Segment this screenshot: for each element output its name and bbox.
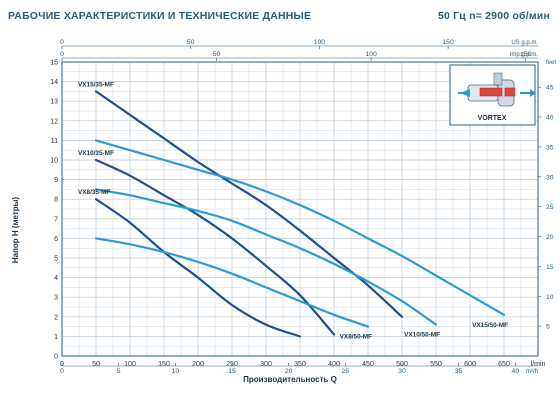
imp-gpm-tick-label: 50	[213, 51, 221, 58]
curve-label-vx10-50-mf: VX10/50-MF	[404, 332, 440, 339]
x-tick-label: 100	[124, 361, 136, 368]
us-gpm-unit: US g.p.m.	[511, 40, 538, 46]
m3h-tick-label: 30	[398, 368, 406, 375]
y-tick-label: 4	[54, 275, 58, 282]
page-title: РАБОЧИЕ ХАРАКТЕРИСТИКИ И ТЕХНИЧЕСКИЕ ДАН…	[8, 10, 312, 22]
y-tick-label: 8	[54, 197, 58, 204]
y-tick-label: 0	[54, 354, 58, 361]
m3h-tick-label: 35	[455, 368, 463, 375]
y-axis-label: Напор H (метры)	[11, 197, 20, 264]
y-tick-label: 9	[54, 177, 58, 184]
feet-tick-label: 10	[546, 294, 554, 301]
m3h-tick-label: 5	[117, 368, 121, 375]
us-gpm-tick-label: 100	[314, 39, 326, 46]
chart-axes: 050100150200250300350400450500550600650l…	[50, 39, 556, 375]
m3h-tick-label: 0	[60, 368, 64, 375]
us-gpm-tick-label: 50	[187, 39, 195, 46]
y-tick-label: 3	[54, 295, 58, 302]
m3h-tick-label: 15	[228, 368, 236, 375]
feet-tick-label: 30	[546, 174, 554, 181]
x-tick-label: 300	[260, 361, 272, 368]
curve-label-vx8-35-mf: VX8/35-MF	[78, 189, 110, 196]
x-axis-label: Производительность Q	[243, 375, 337, 384]
imp-gpm-tick-label: 150	[520, 51, 532, 58]
feet-tick-label: 25	[546, 204, 554, 211]
plot-frame	[61, 61, 539, 357]
m3h-tick-label: 25	[342, 368, 350, 375]
x-tick-label: 400	[328, 361, 340, 368]
feet-tick-label: 5	[546, 324, 550, 331]
m3h-unit: m³/h	[526, 369, 538, 375]
y-tick-label: 1	[54, 334, 58, 341]
feet-tick-label: 15	[546, 264, 554, 271]
curve-label-vx10-35-mf: VX10/35-MF	[78, 150, 114, 157]
feet-tick-label: 40	[546, 115, 554, 122]
feet-tick-label: 45	[546, 85, 554, 92]
curve-vx15-50-mf	[94, 139, 506, 316]
curve-label-vx15-50-mf: VX15/50-MF	[472, 322, 508, 329]
x-tick-label: 350	[294, 361, 306, 368]
vortex-pump-cutaway-icon	[458, 72, 536, 107]
performance-curves	[94, 90, 506, 338]
y-tick-label: 14	[50, 79, 58, 86]
frequency-speed-spec: 50 Гц n= 2900 об/мин	[437, 10, 550, 22]
curve-label-vx8-50-mf: VX8/50-MF	[340, 334, 372, 341]
imp-gpm-tick-label: 0	[60, 51, 64, 58]
vortex-inset: VORTEX	[449, 64, 536, 126]
curve-vx10-35-mf	[94, 158, 336, 336]
us-gpm-tick-label: 150	[442, 39, 454, 46]
curve-label-vx15-35-mf: VX15/35-MF	[78, 81, 114, 88]
x-tick-label: 50	[92, 361, 100, 368]
x-tick-label: 450	[362, 361, 374, 368]
imp-gpm-unit: Imp g.p.m.	[510, 52, 539, 58]
curve-vx8-50-mf	[94, 237, 370, 328]
vortex-label: VORTEX	[478, 115, 507, 122]
feet-tick-label: 20	[546, 234, 554, 241]
x-tick-label: l/min	[531, 361, 546, 368]
x-tick-label: 150	[158, 361, 170, 368]
curve-labels: VX8/35-MF VX10/35-MF VX15/35-MF VX8/50-MF VX…	[78, 81, 508, 340]
y-tick-label: 15	[50, 60, 58, 67]
y-tick-label: 6	[54, 236, 58, 243]
x-tick-label: 200	[192, 361, 204, 368]
m3h-tick-label: 20	[285, 368, 293, 375]
feet-tick-label: 35	[546, 144, 554, 151]
y-tick-label: 7	[54, 216, 58, 223]
curve-vx10-50-mf	[94, 188, 438, 326]
y-tick-label: 13	[50, 99, 58, 106]
imp-gpm-tick-label: 100	[365, 51, 377, 58]
us-gpm-tick-label: 0	[60, 39, 64, 46]
x-tick-label: 600	[464, 361, 476, 368]
y-tick-label: 12	[50, 118, 58, 125]
feet-unit: feet	[546, 60, 556, 66]
x-tick-label: 650	[498, 361, 510, 368]
y-tick-label: 11	[51, 138, 58, 145]
curve-vx8-35-mf	[94, 198, 302, 338]
m3h-tick-label: 40	[512, 368, 520, 375]
x-tick-label: 550	[430, 361, 442, 368]
y-tick-label: 10	[50, 158, 58, 165]
y-tick-label: 5	[54, 256, 58, 263]
m3h-tick-label: 10	[172, 368, 180, 375]
y-tick-label: 2	[54, 314, 58, 321]
